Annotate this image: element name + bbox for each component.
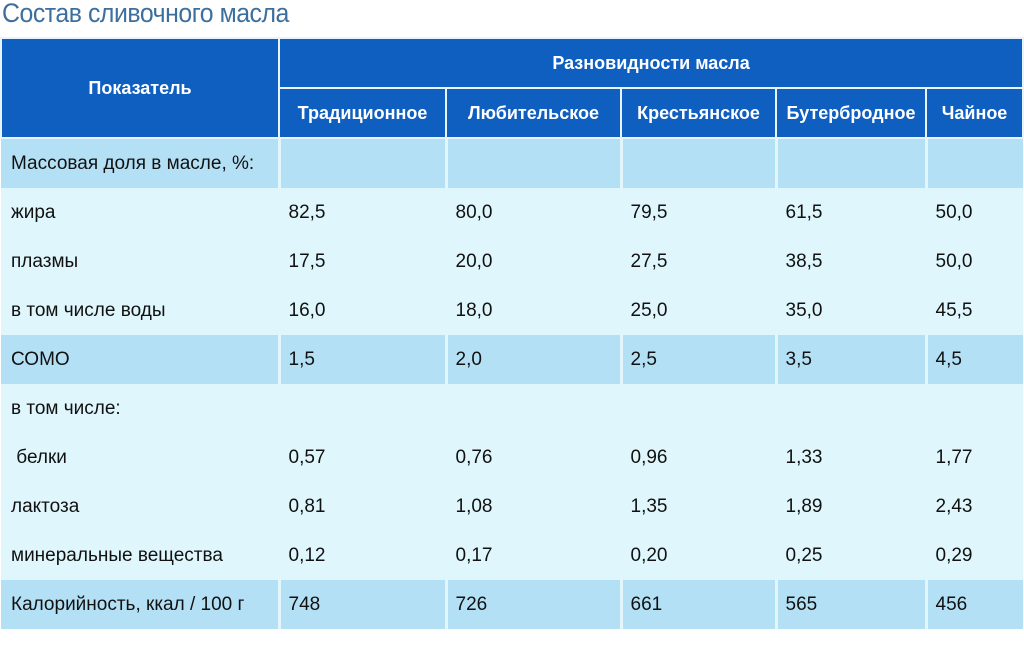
cell-value	[277, 138, 446, 188]
column-header: Крестьянское	[620, 87, 777, 139]
cell-value: 27,5	[619, 237, 776, 286]
page-title: Состав сливочного масла	[2, 0, 289, 28]
indicator-header: Показатель	[0, 37, 280, 139]
cell-value: 565	[774, 580, 926, 629]
cell-value: 0,81	[277, 482, 446, 531]
row-label: плазмы	[1, 237, 279, 286]
butter-composition-table: Показатель Разновидности масла Традицион…	[0, 37, 1024, 629]
table-row: СОМО 1,5 2,0 2,5 3,5 4,5	[1, 335, 1024, 384]
cell-value: 18,0	[444, 286, 621, 335]
cell-value: 2,5	[619, 335, 776, 384]
cell-value	[924, 138, 1024, 188]
cell-value: 2,0	[444, 335, 621, 384]
table-row: лактоза 0,81 1,08 1,35 1,89 2,43	[1, 482, 1024, 531]
table-row: жира 82,5 80,0 79,5 61,5 50,0	[1, 188, 1024, 237]
column-header: Бутербродное	[775, 87, 927, 139]
row-label: Калорийность, ккал / 100 г	[1, 580, 279, 629]
cell-value	[774, 138, 926, 188]
cell-value: 50,0	[924, 188, 1024, 237]
cell-value: 82,5	[277, 188, 446, 237]
cell-value: 80,0	[444, 188, 621, 237]
cell-value: 0,29	[924, 531, 1024, 580]
cell-value: 0,20	[619, 531, 776, 580]
cell-value: 0,96	[619, 433, 776, 482]
column-header: Любительское	[445, 87, 622, 139]
column-header: Традиционное	[278, 87, 447, 139]
cell-value: 726	[444, 580, 621, 629]
cell-value: 0,76	[444, 433, 621, 482]
cell-value: 25,0	[619, 286, 776, 335]
table-row: Массовая доля в масле, %:	[1, 138, 1024, 188]
cell-value	[277, 384, 446, 433]
row-label: в том числе:	[1, 384, 279, 433]
group-header: Разновидности масла	[277, 37, 1024, 89]
cell-value: 0,12	[277, 531, 446, 580]
cell-value	[444, 384, 621, 433]
table-row: минеральные вещества 0,12 0,17 0,20 0,25 0,29	[1, 531, 1024, 580]
cell-value: 748	[277, 580, 446, 629]
cell-value: 17,5	[277, 237, 446, 286]
cell-value: 0,57	[277, 433, 446, 482]
cell-value	[619, 138, 776, 188]
table-row: плазмы 17,5 20,0 27,5 38,5 50,0	[1, 237, 1024, 286]
cell-value: 4,5	[924, 335, 1024, 384]
cell-value: 61,5	[774, 188, 926, 237]
cell-value: 661	[619, 580, 776, 629]
cell-value: 16,0	[277, 286, 446, 335]
cell-value: 0,25	[774, 531, 926, 580]
cell-value: 35,0	[774, 286, 926, 335]
cell-value: 2,43	[924, 482, 1024, 531]
cell-value: 45,5	[924, 286, 1024, 335]
cell-value	[444, 138, 621, 188]
cell-value	[619, 384, 776, 433]
cell-value: 1,35	[619, 482, 776, 531]
cell-value	[924, 384, 1024, 433]
table-row: Калорийность, ккал / 100 г 748 726 661 565 45…	[1, 580, 1024, 629]
row-label: СОМО	[1, 335, 279, 384]
row-label: белки	[1, 433, 279, 482]
cell-value: 456	[924, 580, 1024, 629]
cell-value: 1,5	[277, 335, 446, 384]
row-label: минеральные вещества	[1, 531, 279, 580]
cell-value: 1,08	[444, 482, 621, 531]
cell-value	[774, 384, 926, 433]
cell-value: 0,17	[444, 531, 621, 580]
table-row: белки 0,57 0,76 0,96 1,33 1,77	[1, 433, 1024, 482]
cell-value: 79,5	[619, 188, 776, 237]
row-label: лактоза	[1, 482, 279, 531]
cell-value: 1,77	[924, 433, 1024, 482]
cell-value: 20,0	[444, 237, 621, 286]
column-header: Чайное	[924, 87, 1024, 139]
cell-value: 3,5	[774, 335, 926, 384]
row-label: жира	[1, 188, 279, 237]
cell-value: 38,5	[774, 237, 926, 286]
cell-value: 50,0	[924, 237, 1024, 286]
cell-value: 1,89	[774, 482, 926, 531]
cell-value: 1,33	[774, 433, 926, 482]
table-row: в том числе:	[1, 384, 1024, 433]
row-label: Массовая доля в масле, %:	[1, 138, 279, 188]
table-row: в том числе воды 16,0 18,0 25,0 35,0 45,5	[1, 286, 1024, 335]
row-label: в том числе воды	[1, 286, 279, 335]
